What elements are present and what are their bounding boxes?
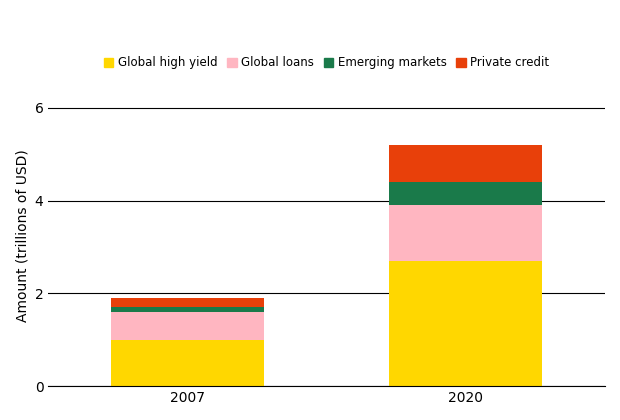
Y-axis label: Amount (trillions of USD): Amount (trillions of USD) xyxy=(15,149,29,322)
Bar xyxy=(389,182,542,205)
Bar xyxy=(389,205,542,261)
Bar xyxy=(389,145,542,182)
Bar xyxy=(111,307,264,312)
Legend: Global high yield, Global loans, Emerging markets, Private credit: Global high yield, Global loans, Emergin… xyxy=(99,52,554,74)
Bar xyxy=(111,312,264,340)
Bar xyxy=(111,340,264,386)
Bar xyxy=(389,261,542,386)
Bar xyxy=(111,298,264,307)
